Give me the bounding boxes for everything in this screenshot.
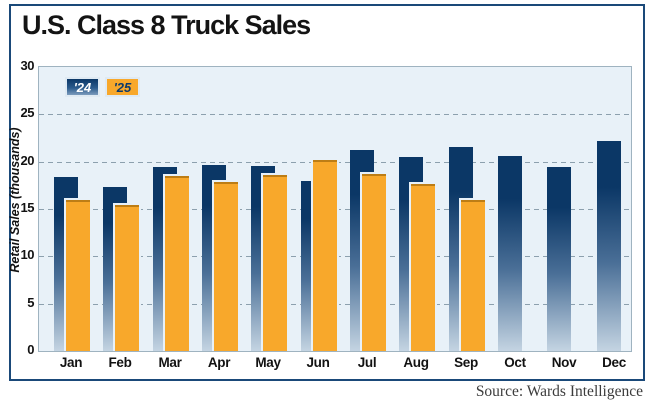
x-label-may: May [255, 355, 281, 370]
bar-2025-mar [163, 174, 191, 351]
bar-2025-sep [459, 198, 487, 351]
x-label-mar: Mar [158, 355, 182, 370]
bar-2024-dec [597, 141, 621, 351]
x-label-apr: Apr [207, 355, 231, 370]
bar-2025-jun [311, 158, 339, 351]
plot-area: '24 '25 [38, 66, 632, 352]
legend-chip-2024: '24 [65, 77, 100, 97]
bar-2025-feb [113, 203, 141, 351]
x-label-aug: Aug [403, 355, 429, 370]
bar-2024-nov [547, 167, 571, 351]
legend-label-2024: '24 [73, 79, 92, 95]
bar-2025-aug [409, 182, 437, 351]
chart-title: U.S. Class 8 Truck Sales [22, 10, 311, 40]
x-label-dec: Dec [602, 355, 626, 370]
x-label-nov: Nov [551, 355, 577, 370]
y-tick-label-0: 0 [27, 342, 34, 357]
bar-2025-jul [360, 172, 388, 351]
x-label-jan: Jan [59, 355, 83, 370]
x-label-jul: Jul [357, 355, 377, 370]
y-tick-label-25: 25 [20, 105, 35, 120]
x-label-sep: Sep [454, 355, 478, 370]
gridline-25 [39, 114, 631, 115]
y-axis-title: Retail Sales (thousands) [8, 127, 22, 273]
x-label-feb: Feb [108, 355, 132, 370]
legend-label-2025: '25 [113, 79, 132, 95]
bar-2025-apr [212, 180, 240, 351]
legend-chip-2025: '25 [105, 77, 140, 97]
y-tick-label-15: 15 [20, 200, 35, 215]
x-label-oct: Oct [504, 355, 526, 370]
y-tick-label-30: 30 [20, 58, 35, 73]
y-tick-label-20: 20 [20, 153, 35, 168]
bar-2024-oct [498, 156, 522, 351]
x-label-jun: Jun [306, 355, 330, 370]
bar-2025-may [261, 173, 289, 351]
bar-2025-jan [64, 198, 92, 351]
y-tick-label-10: 10 [20, 247, 35, 262]
chart-legend: '24 '25 [65, 77, 140, 97]
y-tick-label-5: 5 [27, 295, 34, 310]
source-credit: Source: Wards Intelligence [475, 383, 643, 400]
